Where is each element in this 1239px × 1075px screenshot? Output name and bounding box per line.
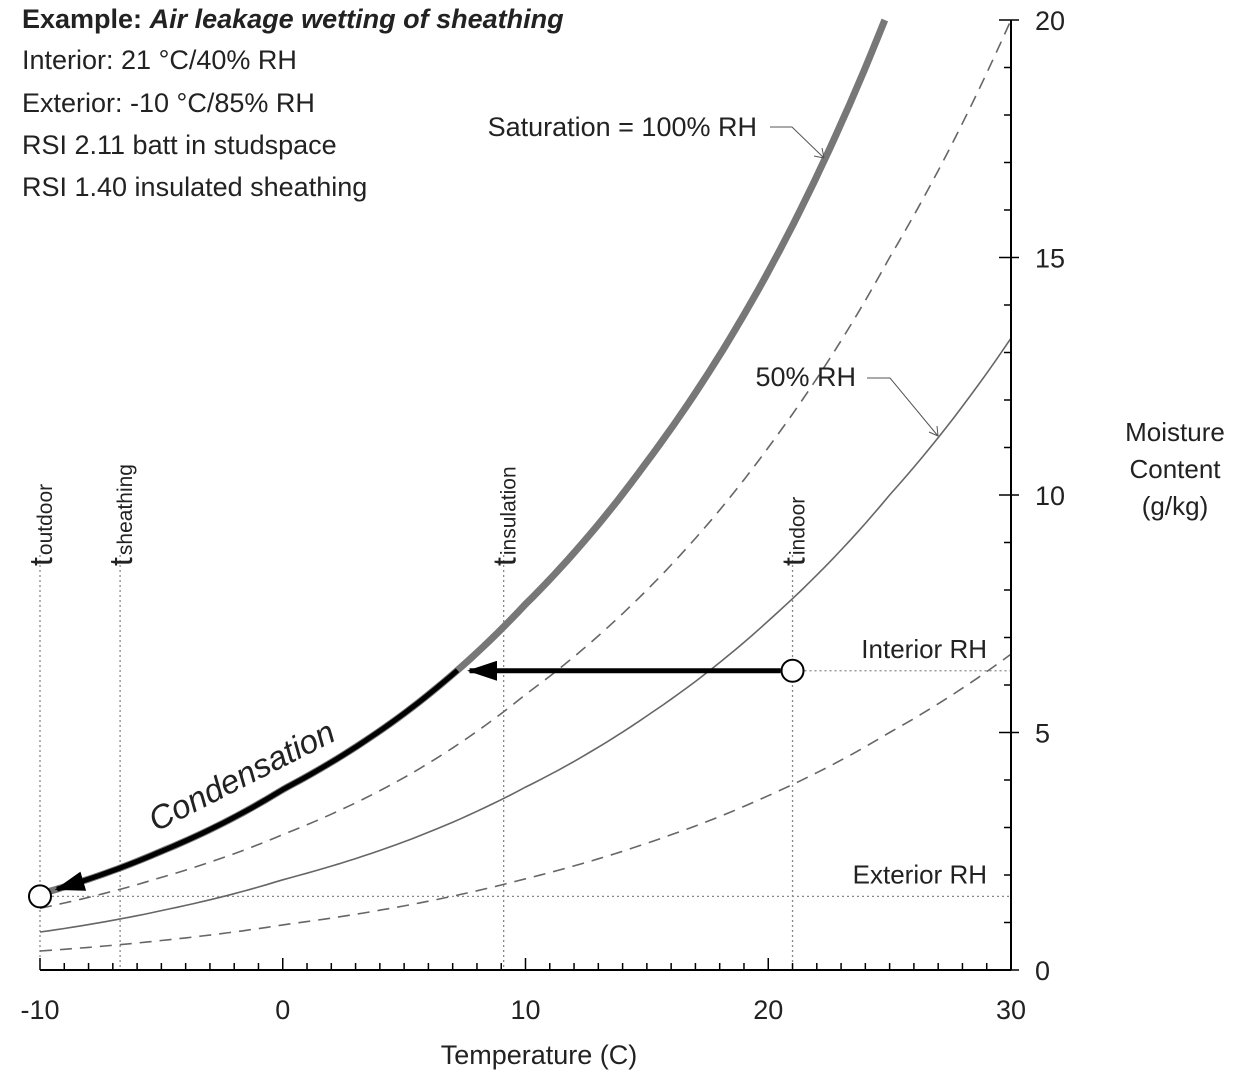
x-tick-label: 30 [996, 995, 1026, 1025]
info-sheathing: RSI 1.40 insulated sheathing [22, 172, 368, 202]
y-tick-label: 15 [1035, 244, 1065, 274]
info-batt: RSI 2.11 batt in studspace [22, 130, 337, 160]
temperature-marker-sub: insulation [498, 466, 521, 555]
info-exterior: Exterior: -10 °C/85% RH [22, 88, 315, 118]
rh-curve-100 [39, 18, 889, 898]
rh50-leader-line [867, 377, 939, 437]
example-title-italic: Air leakage wetting of sheathing [149, 4, 564, 34]
example-title-prefix: Example: [22, 4, 143, 34]
y-axis-label: Moisture Content (g/kg) [1112, 414, 1238, 525]
y-axis-label-line: Content [1129, 454, 1221, 484]
temperature-marker-sub: sheathing [114, 464, 137, 555]
y-axis-label-line: (g/kg) [1141, 491, 1209, 521]
x-tick-label: 10 [510, 995, 540, 1025]
y-tick-label: 5 [1035, 719, 1050, 749]
x-tick-label: -10 [20, 995, 59, 1025]
saturation-leader-tip [813, 147, 825, 159]
saturation-leader-line [770, 126, 825, 159]
info-interior: Interior: 21 °C/40% RH [22, 45, 297, 75]
x-axis-label: Temperature (C) [440, 1040, 638, 1070]
temperature-marker-sub: outdoor [34, 484, 57, 555]
rh50-leader-tip [928, 425, 939, 437]
interior-rh-label: Interior RH [861, 634, 987, 664]
rh-curve-25 [39, 653, 1012, 952]
temperature-marker-main: t [487, 557, 523, 566]
condensation-arrow [54, 668, 460, 892]
y-tick-label: 10 [1035, 481, 1065, 511]
rh-curve-75 [39, 19, 1012, 910]
saturation-curve-label: Saturation = 100% RH [488, 112, 757, 142]
example-title: Example: Air leakage wetting of sheathin… [22, 4, 564, 35]
y-tick-label: 20 [1035, 6, 1065, 36]
exterior-state-point [28, 884, 52, 909]
temperature-marker-label: t sheathing [103, 464, 139, 566]
y-tick-label: 0 [1035, 956, 1050, 986]
temperature-marker-label: t insulation [487, 466, 523, 566]
temperature-marker-main: t [103, 557, 139, 566]
rh50-curve-label: 50% RH [755, 362, 856, 392]
y-axis-label-line: Moisture [1125, 417, 1225, 447]
exterior-rh-label: Exterior RH [853, 859, 987, 889]
rh-curve-50 [39, 337, 1012, 933]
temperature-marker-label: t outdoor [23, 484, 59, 566]
temperature-marker-main: t [776, 557, 812, 566]
x-tick-label: 0 [275, 995, 290, 1025]
temperature-marker-main: t [23, 557, 59, 566]
temperature-marker-sub: indoor [787, 497, 810, 555]
x-tick-label: 20 [753, 995, 783, 1025]
interior-state-point [780, 658, 805, 683]
temperature-marker-label: t indoor [776, 497, 812, 566]
